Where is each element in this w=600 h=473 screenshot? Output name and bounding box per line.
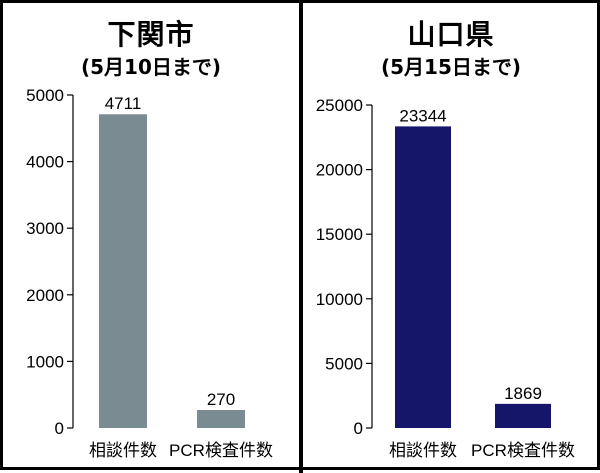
bar-chart-shimonoseki: 0 1000 2000 3000 4000 5000 4711 相談件数 270 PCR検査件数: [26, 86, 273, 460]
chart-panel-yamaguchi: 山口県 (5月15日まで) 0 5000 10000 15000 20000 25000 2…: [303, 3, 599, 473]
bar-shimonoseki-0: [99, 114, 147, 428]
chart-subtitle-yamaguchi: (5月15日まで): [380, 55, 522, 79]
bar-value-label: 1869: [504, 384, 542, 403]
y-tick-label: 1000: [26, 352, 64, 371]
y-tick-label: 25000: [316, 96, 363, 115]
y-tick-label: 4000: [26, 153, 64, 172]
bar-chart-yamaguchi: 0 5000 10000 15000 20000 25000 23344 相談件数 1869 PC…: [316, 96, 575, 460]
y-tick-label: 0: [354, 419, 363, 438]
category-label: 相談件数: [89, 441, 157, 460]
chart-subtitle-shimonoseki: (5月10日まで): [80, 55, 222, 79]
category-label: PCR検査件数: [471, 441, 575, 460]
bar-yamaguchi-0: [395, 126, 451, 429]
bar-value-label: 4711: [105, 94, 142, 113]
chart-panel-shimonoseki: 下関市 (5月10日まで) 0 1000 2000 3000 4000 5000 4711 相…: [3, 3, 299, 473]
y-tick-label: 20000: [316, 161, 363, 180]
y-tick-label: 0: [55, 419, 64, 438]
bar-value-label: 23344: [399, 106, 446, 125]
bar-value-label: 270: [207, 390, 235, 409]
y-tick-label: 5000: [26, 86, 64, 105]
chart-title-shimonoseki: 下関市: [107, 18, 195, 51]
chart-title-yamaguchi: 山口県: [407, 18, 495, 51]
category-label: PCR検査件数: [169, 441, 273, 460]
bar-shimonoseki-1: [197, 410, 245, 428]
panel-divider: [299, 3, 303, 473]
y-tick-label: 3000: [26, 219, 64, 238]
y-tick-label: 2000: [26, 286, 64, 305]
y-tick-label: 15000: [316, 225, 363, 244]
category-label: 相談件数: [389, 441, 457, 460]
y-tick-label: 5000: [325, 354, 363, 373]
y-tick-label: 10000: [316, 290, 363, 309]
bar-yamaguchi-1: [495, 403, 551, 428]
